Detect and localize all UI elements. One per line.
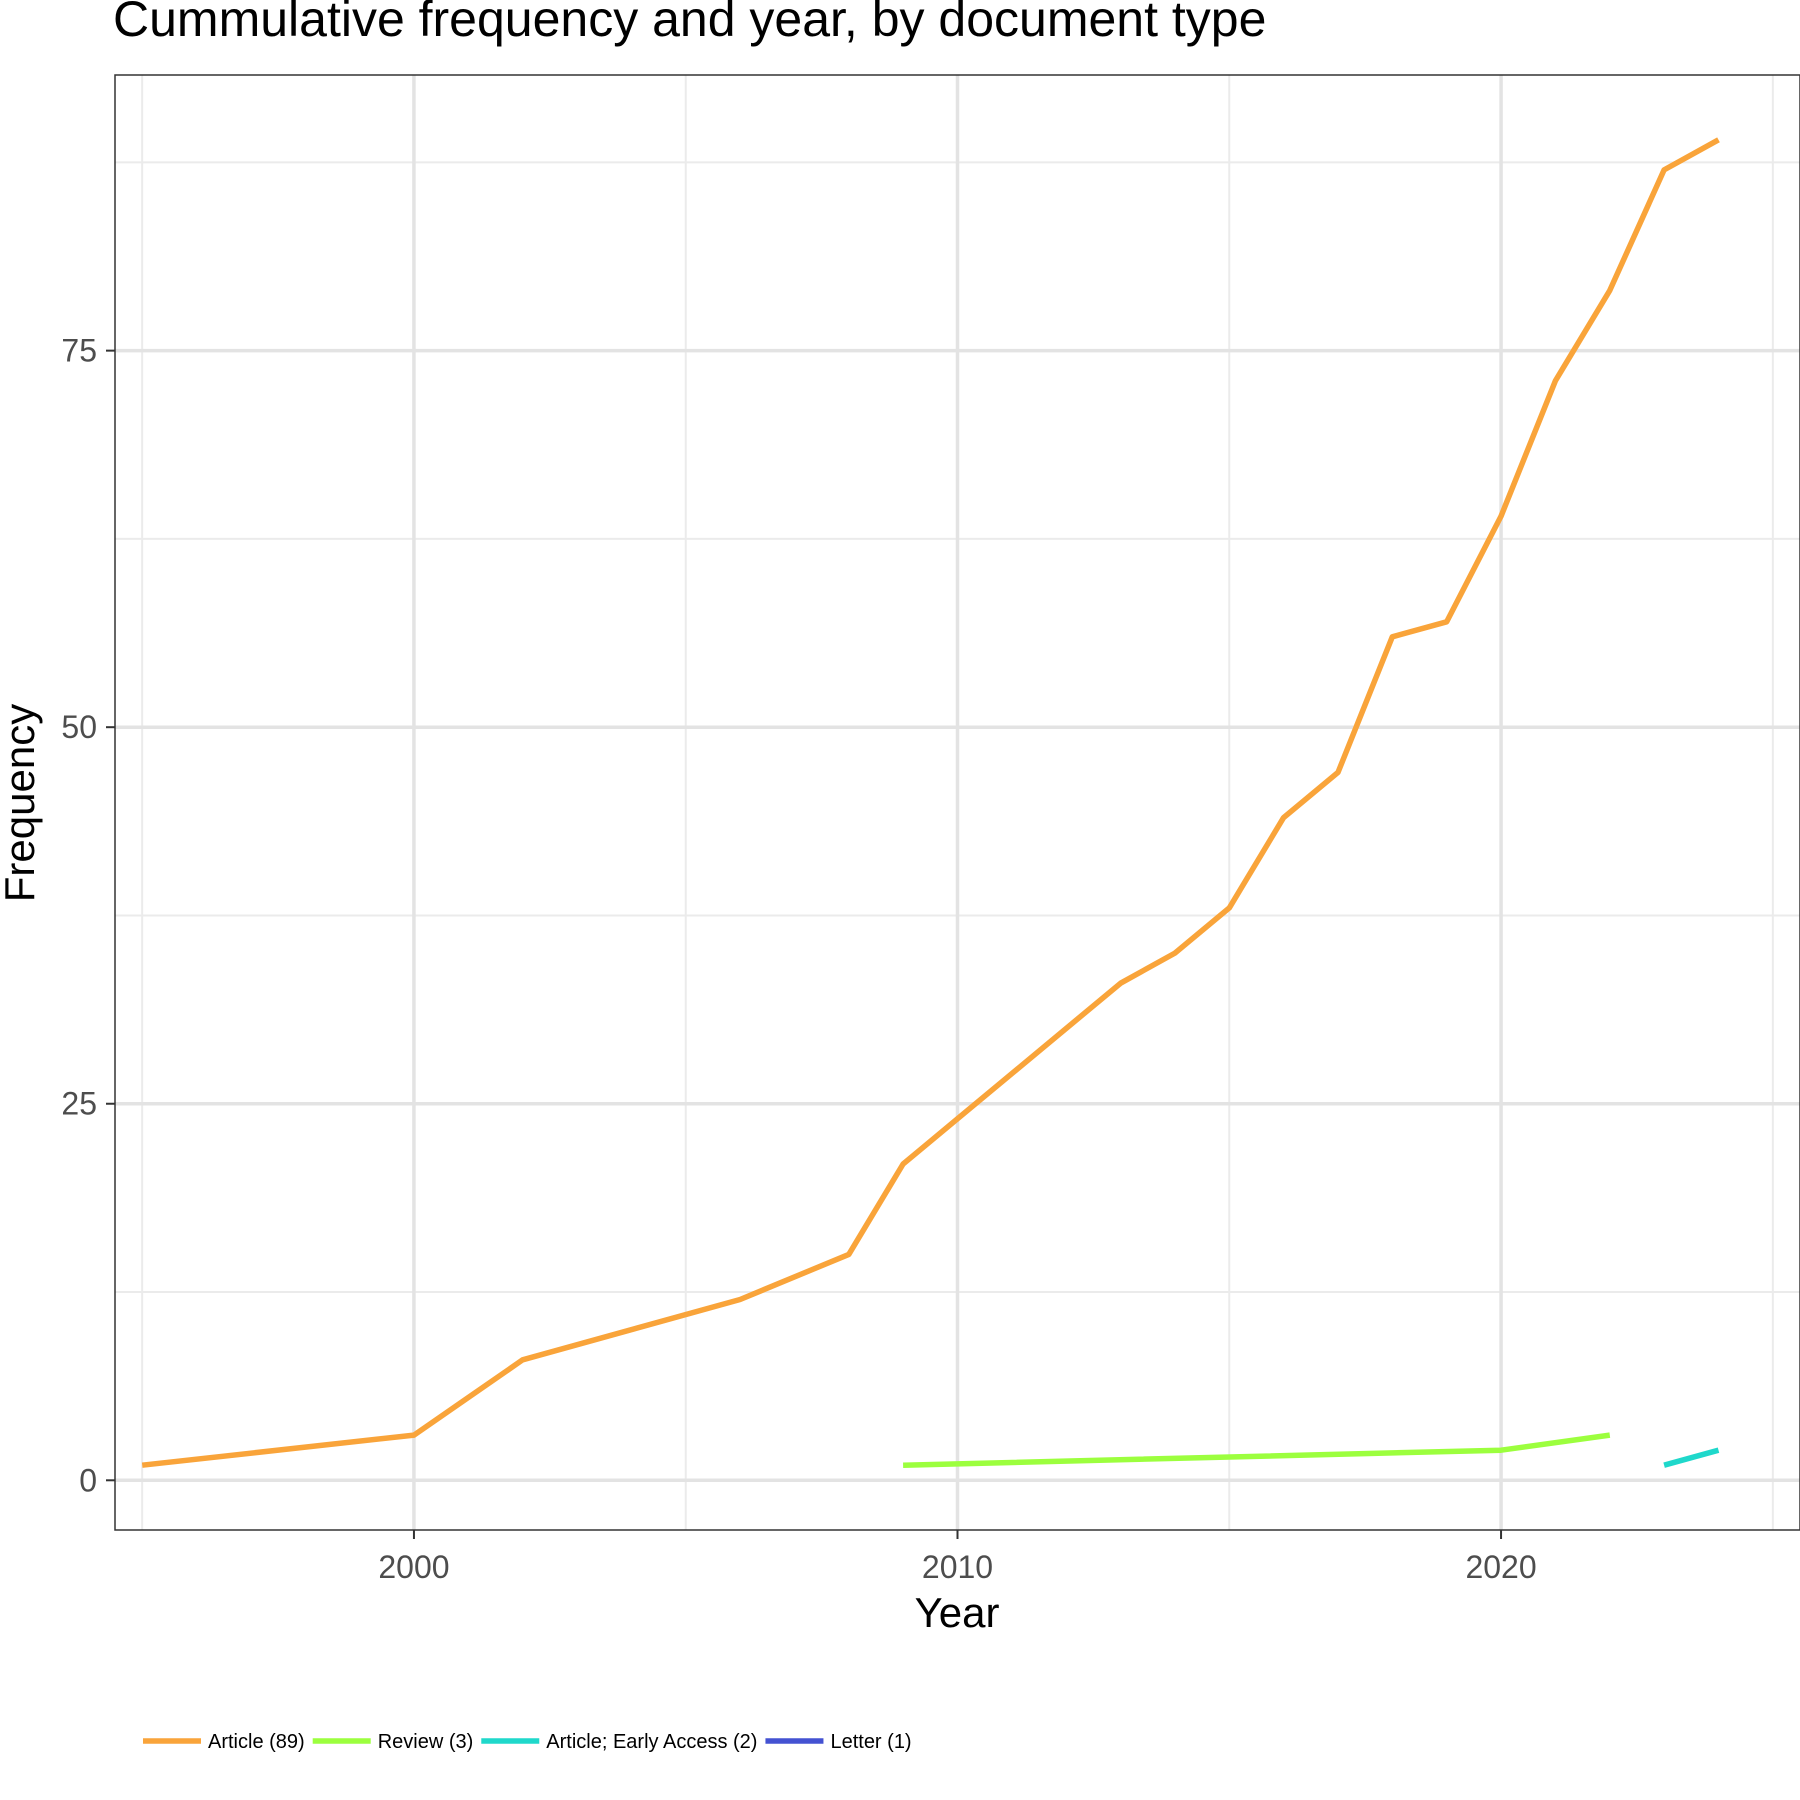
- x-axis-title: Year: [915, 1589, 1000, 1636]
- axis-ticks: 2000 2010 2020 0 25 50 75: [61, 333, 1536, 1585]
- x-tick-label: 2010: [922, 1549, 993, 1585]
- series-line-1: [141, 137, 1720, 1468]
- legend-label-2: Review (3): [378, 1731, 474, 1753]
- legend-label-1: Article (89): [208, 1731, 305, 1753]
- y-tick-label: 0: [79, 1462, 97, 1498]
- chart-title: Cummulative frequency and year, by docum…: [113, 0, 1266, 47]
- y-tick-label: 50: [61, 709, 97, 745]
- x-tick-label: 2020: [1465, 1549, 1536, 1585]
- legend: Article (89) Review (3) Article; Early Acc…: [143, 1731, 912, 1753]
- x-tick-label: 2000: [378, 1549, 449, 1585]
- series-line-3: [1663, 1447, 1720, 1468]
- series-layer: [141, 137, 1720, 1468]
- series-line-2: [903, 1432, 1611, 1468]
- legend-label-3: Article; Early Access (2): [546, 1731, 757, 1753]
- major-grid: [115, 75, 1800, 1530]
- legend-label-4: Letter (1): [830, 1731, 911, 1753]
- y-axis-title: Frequency: [0, 704, 43, 902]
- y-tick-label: 25: [61, 1086, 97, 1122]
- y-tick-label: 75: [61, 333, 97, 369]
